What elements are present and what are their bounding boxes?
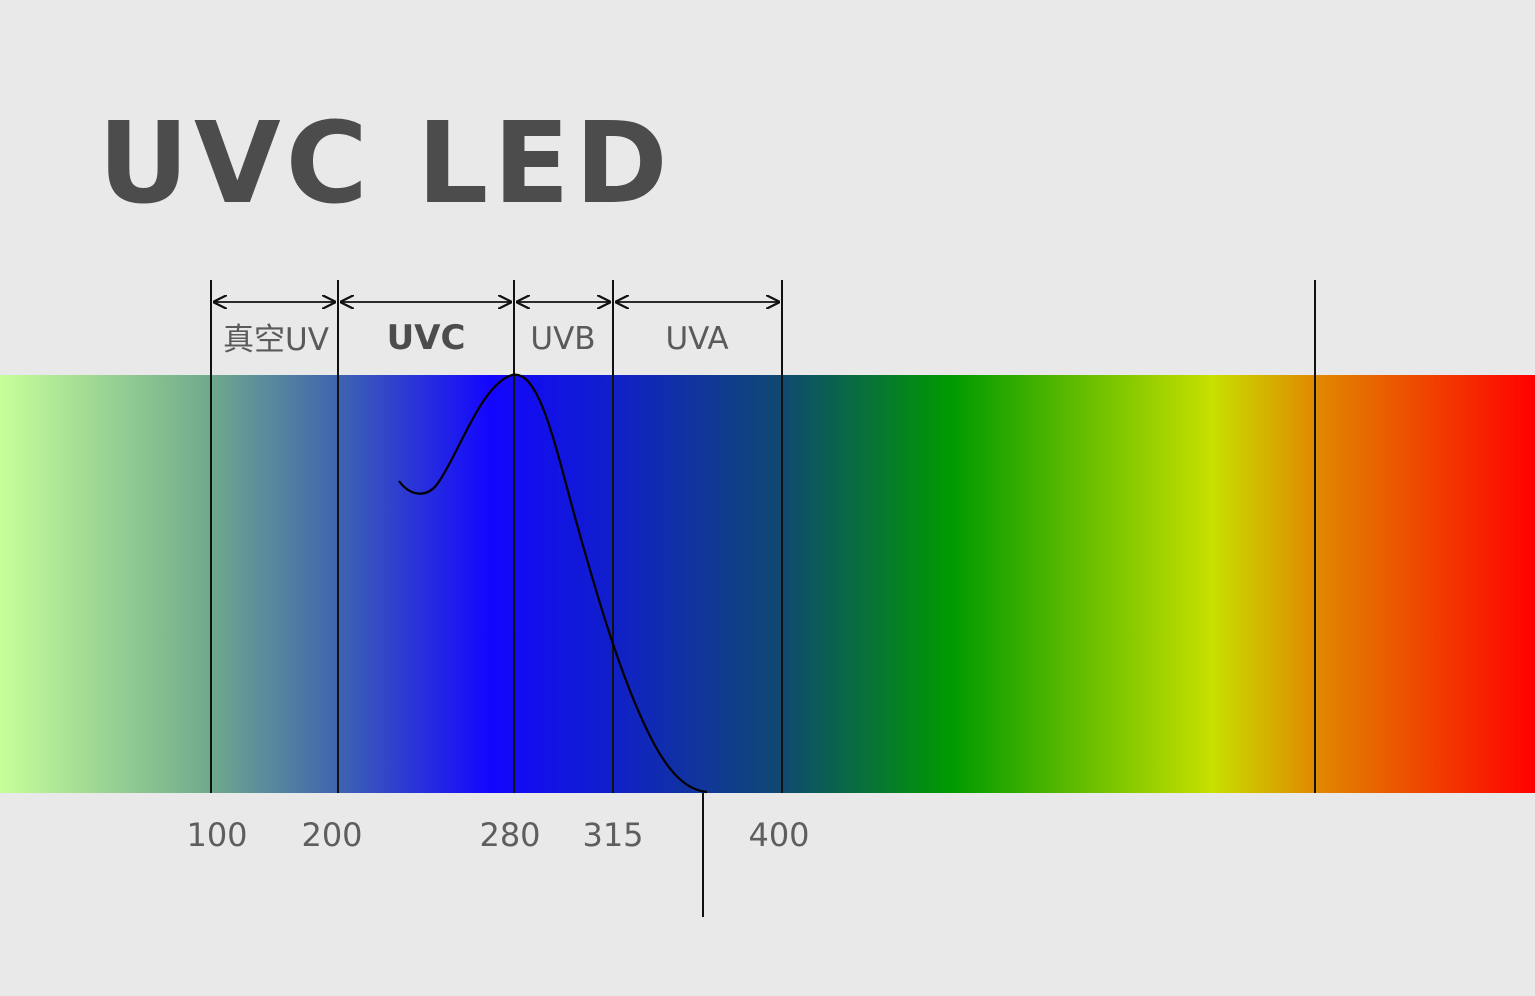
tick-label-200: 200	[301, 816, 362, 854]
tick-label-315: 315	[582, 816, 643, 854]
boundary-lines	[210, 280, 1316, 917]
band-label-uvc: UVC	[387, 318, 466, 358]
band-label-uvb: UVB	[530, 321, 595, 357]
tick-label-400: 400	[748, 816, 809, 854]
tick-label-100: 100	[186, 816, 247, 854]
tick-label-280: 280	[479, 816, 540, 854]
band-label-vacuum-uv: 真空UV	[223, 322, 329, 358]
page-title: UVC LED	[98, 99, 673, 229]
spectrum-bar	[0, 375, 1535, 793]
band-label-uva: UVA	[665, 321, 728, 357]
germicidal-curve	[398, 373, 708, 794]
